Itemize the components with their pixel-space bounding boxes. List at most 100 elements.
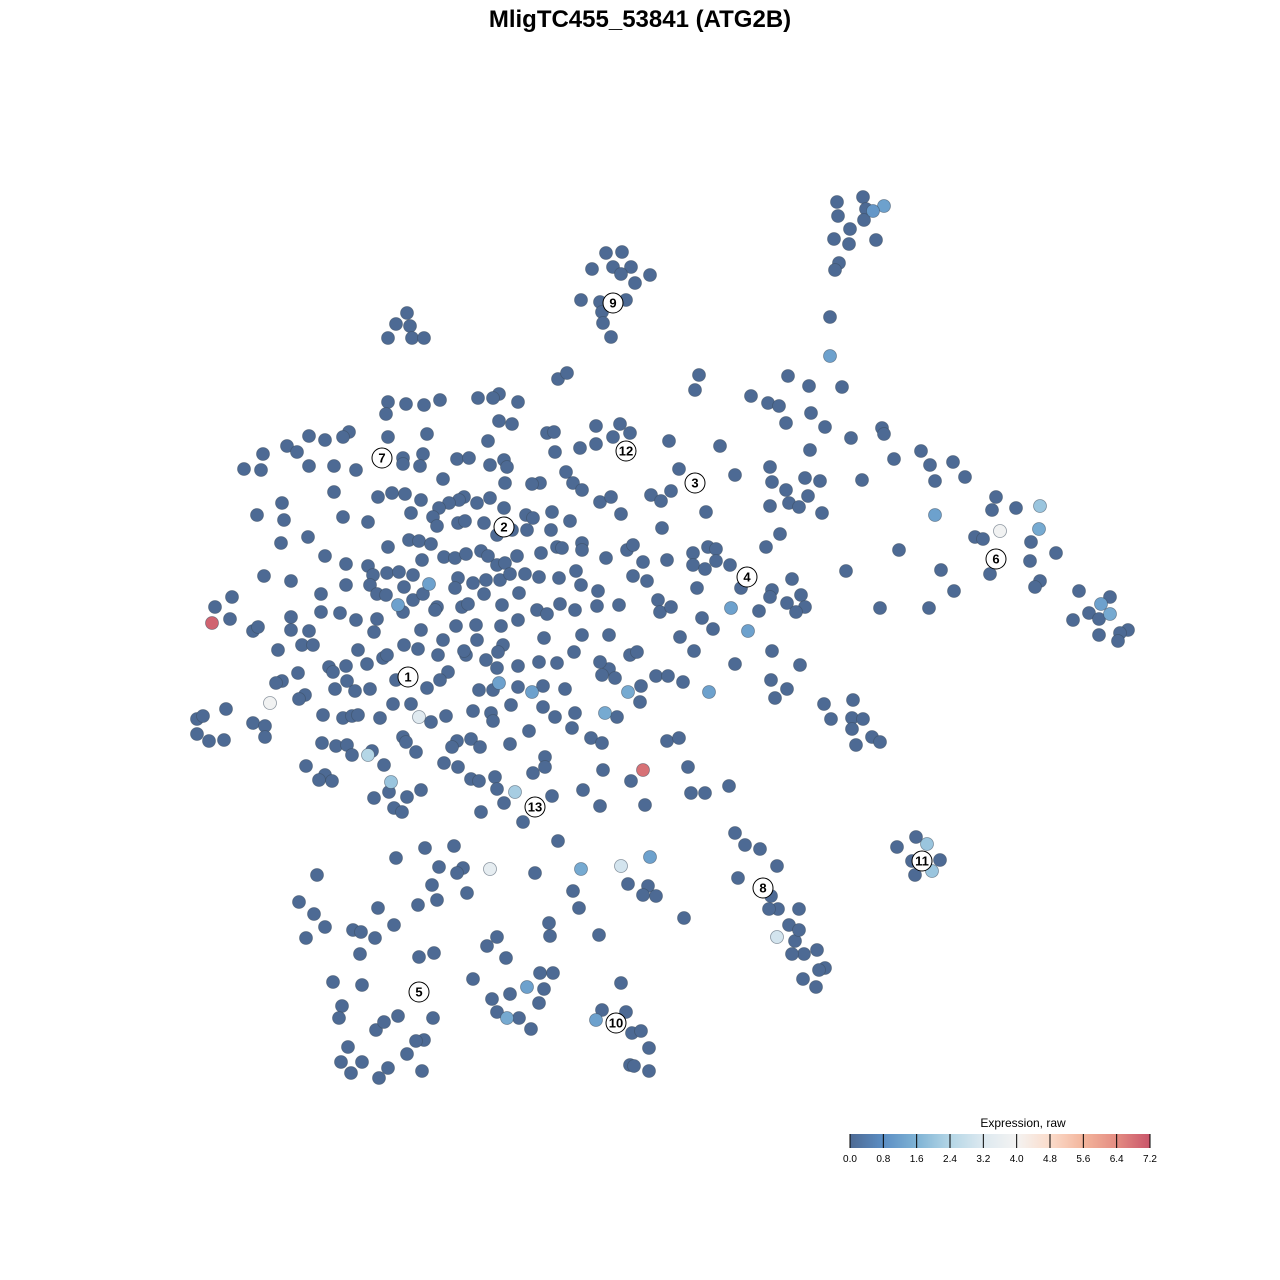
data-point	[857, 213, 871, 227]
data-point	[873, 601, 887, 615]
data-point	[591, 584, 605, 598]
data-point	[398, 487, 412, 501]
data-point	[595, 736, 609, 750]
data-point	[400, 1047, 414, 1061]
data-point	[461, 597, 475, 611]
data-point	[550, 656, 564, 670]
data-point	[498, 476, 512, 490]
data-point	[835, 380, 849, 394]
cluster-label-circle	[605, 1012, 627, 1034]
cluster-label-text: 11	[915, 854, 929, 869]
data-point	[499, 951, 513, 965]
data-point	[353, 947, 367, 961]
data-point	[572, 901, 586, 915]
data-point	[351, 643, 365, 657]
data-point	[793, 658, 807, 672]
cluster-label-circle	[752, 877, 774, 899]
data-point	[827, 232, 841, 246]
data-point	[367, 791, 381, 805]
data-point	[312, 773, 326, 787]
data-point	[640, 574, 654, 588]
data-point	[379, 407, 393, 421]
data-point	[274, 536, 288, 550]
cluster-label-circle	[397, 666, 419, 688]
data-point	[250, 508, 264, 522]
chart-title: MligTC455_53841 (ATG2B)	[489, 6, 791, 33]
data-point	[567, 645, 581, 659]
data-point	[490, 782, 504, 796]
data-point	[569, 564, 583, 578]
data-point	[437, 756, 451, 770]
data-point	[595, 1003, 609, 1017]
data-point	[511, 659, 525, 673]
data-point	[406, 593, 420, 607]
data-point	[768, 691, 782, 705]
cluster-label: 4	[736, 566, 758, 588]
data-point	[433, 393, 447, 407]
data-point	[277, 513, 291, 527]
data-point	[892, 543, 906, 557]
cluster-label-text: 2	[500, 520, 507, 535]
data-point	[263, 696, 277, 710]
data-point	[534, 546, 548, 560]
data-point	[400, 790, 414, 804]
data-point	[573, 441, 587, 455]
data-point	[817, 697, 831, 711]
data-point	[491, 645, 505, 659]
cluster-label: 7	[371, 447, 393, 469]
data-point	[559, 465, 573, 479]
data-point	[472, 774, 486, 788]
cluster-label-text: 4	[743, 570, 751, 585]
data-point	[414, 493, 428, 507]
data-point	[413, 459, 427, 473]
cluster-label-text: 10	[609, 1016, 623, 1031]
legend-title: Expression, raw	[980, 1116, 1066, 1130]
data-point	[985, 503, 999, 517]
data-point	[500, 460, 514, 474]
data-point	[520, 523, 534, 537]
data-point	[246, 716, 260, 730]
data-point	[326, 975, 340, 989]
data-point	[349, 463, 363, 477]
data-point	[397, 638, 411, 652]
data-point	[302, 459, 316, 473]
cluster-label: 11	[911, 850, 933, 872]
data-point	[217, 733, 231, 747]
data-point	[450, 452, 464, 466]
data-point	[518, 567, 532, 581]
data-point	[291, 666, 305, 680]
data-point	[379, 588, 393, 602]
data-point	[849, 738, 863, 752]
data-point	[855, 473, 869, 487]
data-point	[612, 598, 626, 612]
data-point	[510, 549, 524, 563]
data-point	[336, 510, 350, 524]
data-point	[763, 460, 777, 474]
data-point	[318, 549, 332, 563]
data-point	[466, 972, 480, 986]
data-point	[355, 978, 369, 992]
data-point	[377, 758, 391, 772]
data-point	[387, 918, 401, 932]
data-point	[842, 237, 856, 251]
data-point	[494, 619, 508, 633]
data-point	[673, 630, 687, 644]
data-point	[486, 391, 500, 405]
cluster-label-circle	[602, 292, 624, 314]
cluster-label-text: 1	[404, 670, 411, 685]
data-point	[406, 568, 420, 582]
data-point	[633, 695, 647, 709]
data-point	[405, 331, 419, 345]
cluster-label: 8	[752, 877, 774, 899]
data-point	[934, 563, 948, 577]
data-point	[728, 826, 742, 840]
data-point	[785, 947, 799, 961]
data-point	[798, 471, 812, 485]
data-point	[809, 980, 823, 994]
data-point	[606, 430, 620, 444]
data-point	[386, 697, 400, 711]
cluster-label: 3	[684, 472, 706, 494]
data-point	[812, 963, 826, 977]
data-point	[654, 494, 668, 508]
data-point	[1072, 584, 1086, 598]
